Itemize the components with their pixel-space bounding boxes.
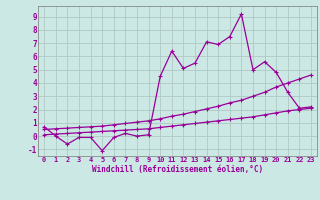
- X-axis label: Windchill (Refroidissement éolien,°C): Windchill (Refroidissement éolien,°C): [92, 165, 263, 174]
